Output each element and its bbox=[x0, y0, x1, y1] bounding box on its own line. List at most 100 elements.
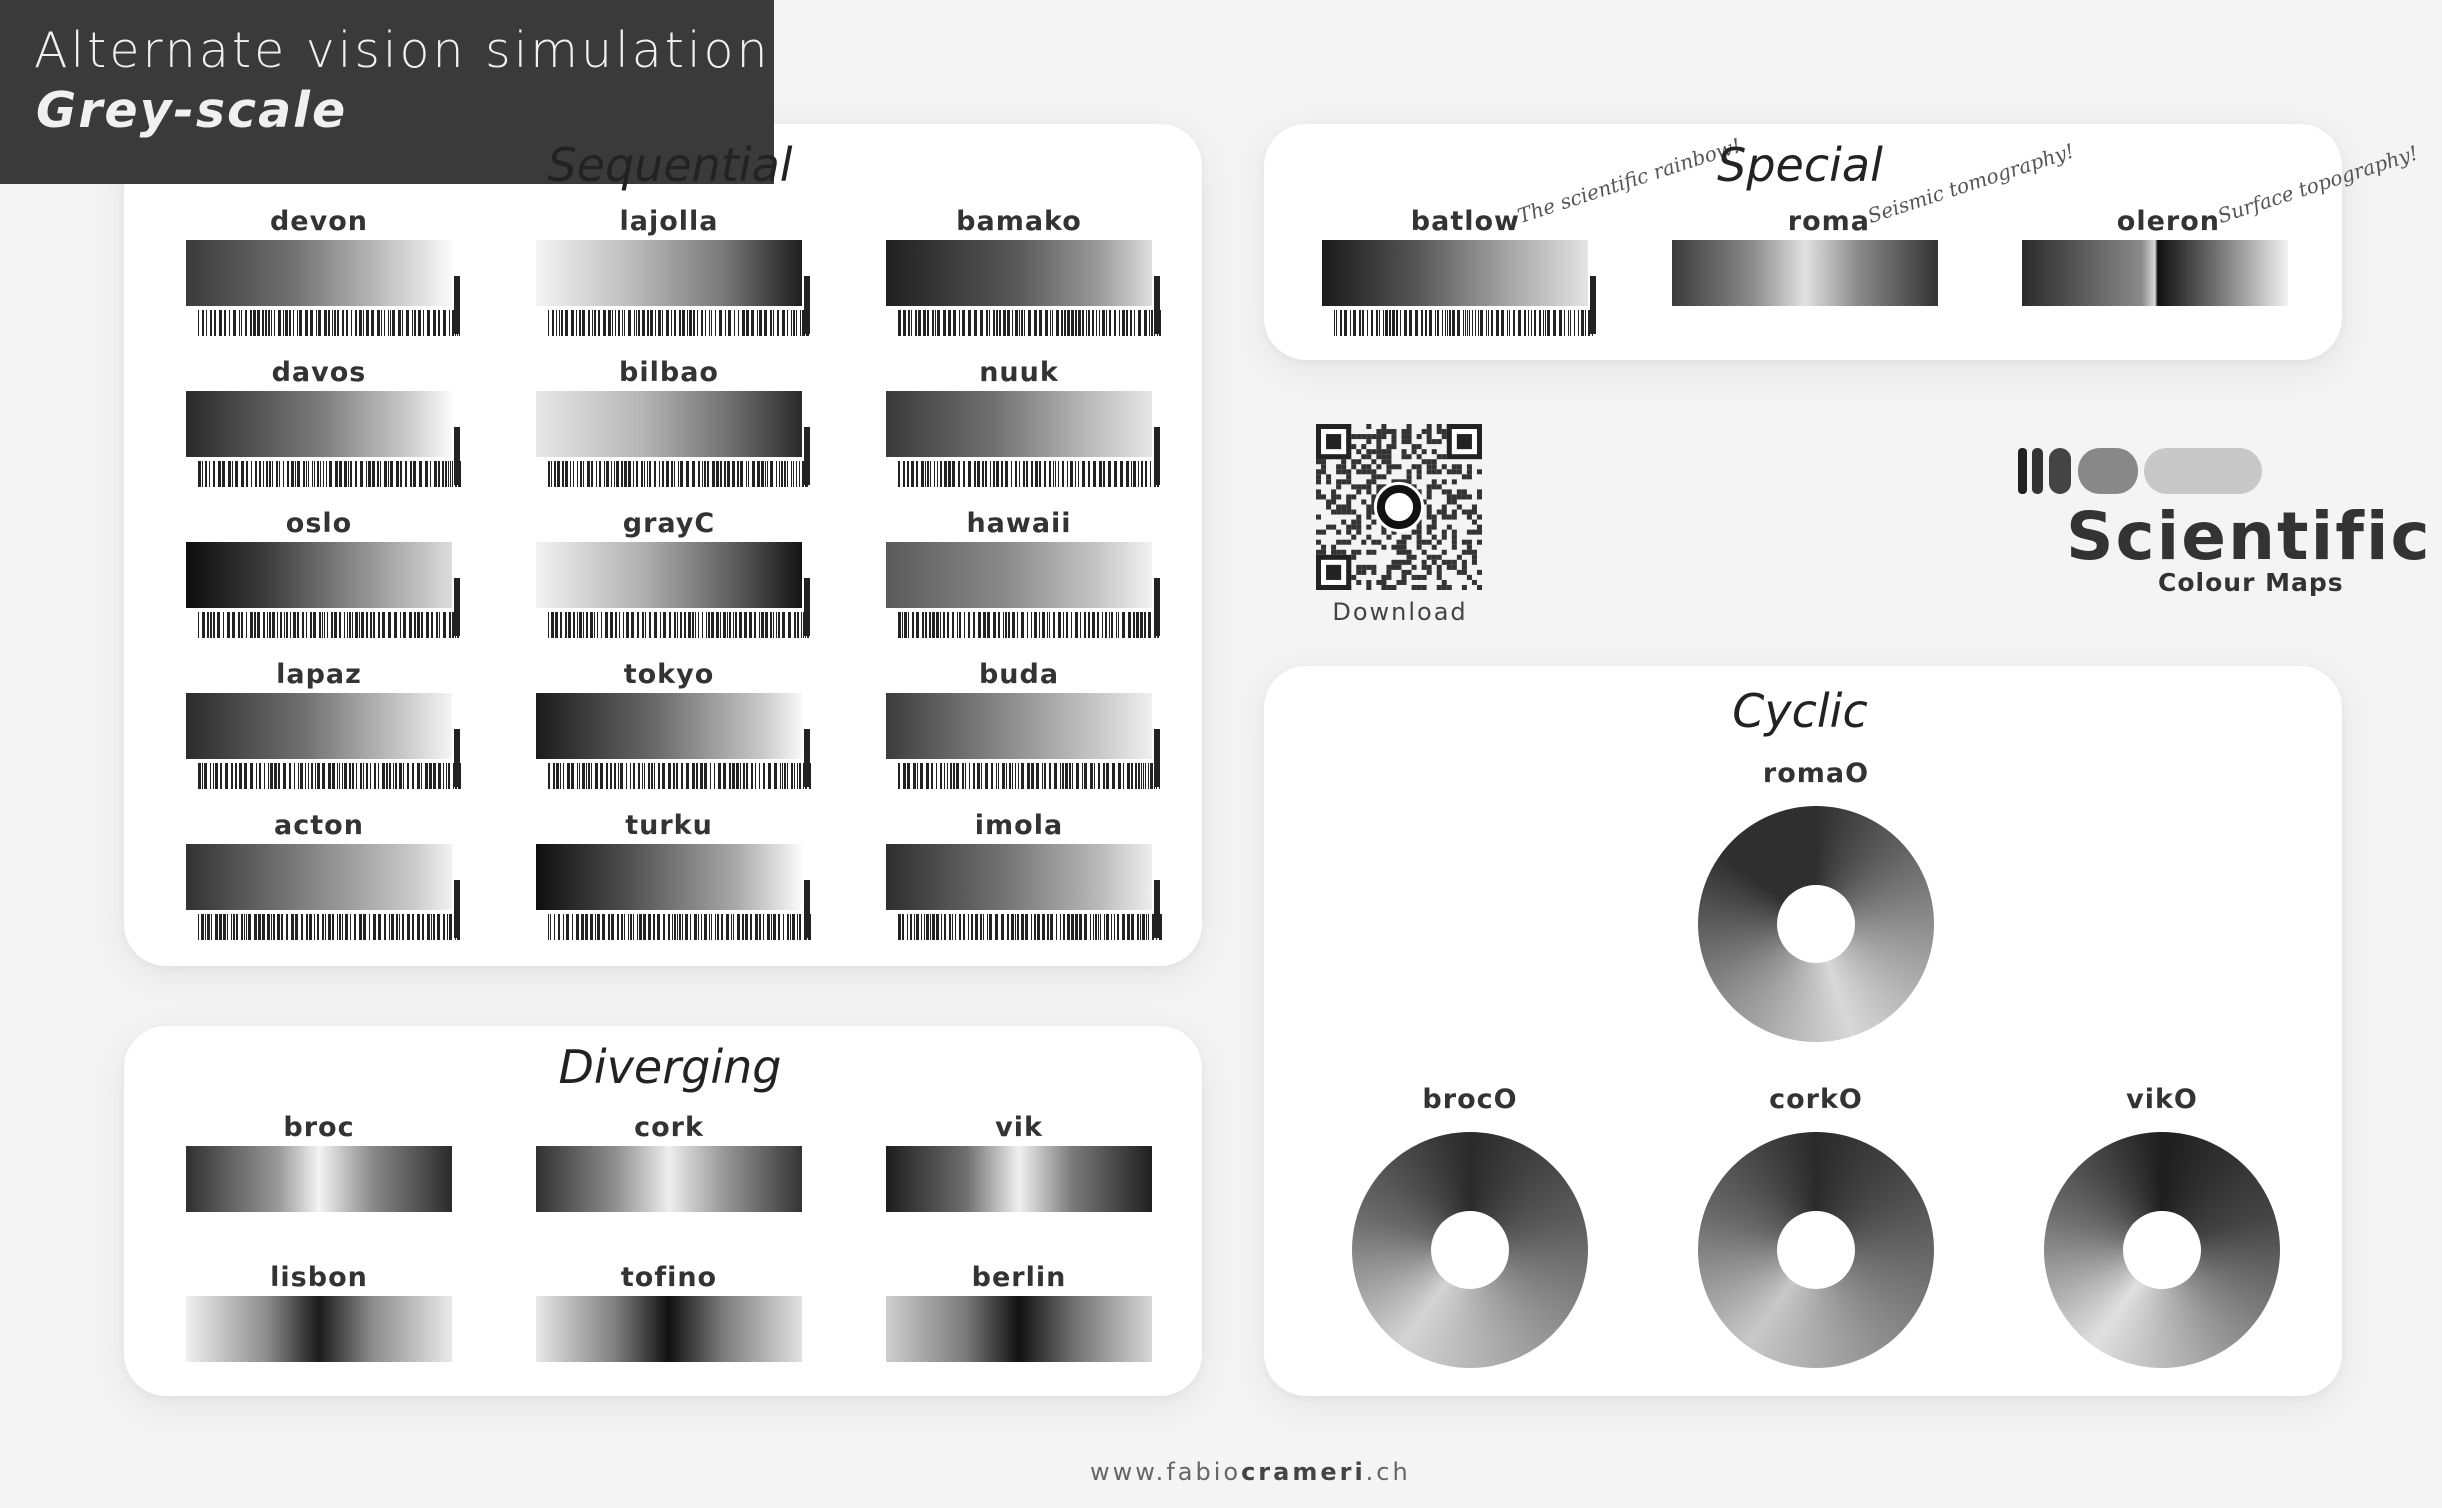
colormap-bar-edge bbox=[804, 427, 810, 485]
colormap-barcode bbox=[198, 612, 459, 638]
logo-subtitle: Colour Maps bbox=[2158, 568, 2344, 597]
colormap-barcode bbox=[1334, 310, 1593, 336]
colormap-label: lapaz bbox=[276, 659, 362, 690]
colormap-bar bbox=[536, 542, 802, 608]
colormap-barcode bbox=[548, 461, 808, 487]
colormap-bar-edge bbox=[804, 578, 810, 636]
colormap-label: buda bbox=[978, 659, 1060, 690]
colormap-label: turku bbox=[625, 810, 713, 841]
diverging-heading: Diverging bbox=[558, 1040, 782, 1094]
cyclic-heading: Cyclic bbox=[1732, 684, 1868, 738]
footer-website-link[interactable]: www.fabiocrameri.ch bbox=[1090, 1458, 1411, 1486]
scientific-colour-maps-logo-icon bbox=[2018, 448, 2262, 494]
colormap-bar bbox=[186, 542, 452, 608]
colormap-bar-edge bbox=[454, 578, 460, 636]
colormap-label: vikO bbox=[2126, 1084, 2198, 1115]
colormap-barcode bbox=[898, 763, 1160, 789]
colormap-label: tokyo bbox=[623, 659, 715, 690]
colormap-barcode bbox=[198, 310, 460, 336]
colormap-bar bbox=[536, 844, 802, 910]
colormap-label: roma bbox=[1787, 206, 1870, 237]
colormap-label: oleron bbox=[2116, 206, 2220, 237]
colormap-barcode bbox=[898, 914, 1162, 940]
cyclic-ring-hole bbox=[2123, 1211, 2201, 1289]
sequential-heading: Sequential bbox=[547, 138, 793, 192]
cyclic-ring bbox=[1698, 1132, 1934, 1368]
colormap-bar bbox=[186, 693, 452, 759]
colormap-label: devon bbox=[269, 206, 368, 237]
colormap-bar-edge bbox=[454, 427, 460, 485]
colormap-bar bbox=[886, 240, 1152, 306]
colormap-label: bilbao bbox=[619, 357, 719, 388]
cyclic-ring-hole bbox=[1431, 1211, 1509, 1289]
colormap-bar bbox=[886, 1296, 1152, 1362]
colormap-bar bbox=[186, 391, 452, 457]
colormap-barcode bbox=[198, 461, 461, 487]
cyclic-ring bbox=[1698, 806, 1934, 1042]
colormap-label: romaO bbox=[1762, 758, 1870, 789]
colormap-bar-edge bbox=[1154, 578, 1160, 636]
colormap-label: brocO bbox=[1422, 1084, 1518, 1115]
colormap-barcode bbox=[898, 310, 1161, 336]
colormap-bar bbox=[186, 240, 452, 306]
footer-pre: www.fabio bbox=[1090, 1458, 1242, 1486]
colormap-label: lajolla bbox=[619, 206, 719, 237]
colormap-bar-edge bbox=[454, 729, 460, 787]
colormap-bar bbox=[1672, 240, 1938, 306]
colormap-bar bbox=[536, 693, 802, 759]
colormap-label: batlow bbox=[1410, 206, 1520, 237]
colormap-barcode bbox=[548, 914, 811, 940]
colormap-bar-edge bbox=[804, 880, 810, 938]
colormap-label: acton bbox=[274, 810, 364, 841]
colormap-bar-edge bbox=[804, 276, 810, 334]
colormap-barcode bbox=[898, 612, 1159, 638]
qr-download-label[interactable]: Download bbox=[1332, 598, 1468, 626]
colormap-label: hawaii bbox=[966, 508, 1072, 539]
title-banner: Alternate vision simulation Grey-scale bbox=[0, 0, 774, 184]
cyclic-ring bbox=[2044, 1132, 2280, 1368]
colormap-bar-edge bbox=[804, 729, 810, 787]
colormap-bar-edge bbox=[1154, 880, 1160, 938]
logo-title: Scientific bbox=[2066, 498, 2432, 575]
colormap-bar bbox=[186, 1146, 452, 1212]
cyclic-ring-hole bbox=[1777, 885, 1855, 963]
colormap-label: grayC bbox=[622, 508, 716, 539]
colormap-label: lisbon bbox=[270, 1262, 368, 1293]
colormap-label: broc bbox=[283, 1112, 355, 1143]
special-heading: Special bbox=[1717, 138, 1883, 192]
colormap-bar-edge bbox=[454, 880, 460, 938]
colormap-bar-edge bbox=[1154, 427, 1160, 485]
colormap-label: oslo bbox=[285, 508, 353, 539]
colormap-bar-edge bbox=[1590, 276, 1596, 334]
colormap-bar bbox=[886, 391, 1152, 457]
colormap-label: tofino bbox=[620, 1262, 718, 1293]
colormap-bar bbox=[886, 844, 1152, 910]
colormap-barcode bbox=[548, 612, 809, 638]
colormap-bar bbox=[2022, 240, 2288, 306]
colormap-bar bbox=[1322, 240, 1588, 306]
colormap-label: corkO bbox=[1769, 1084, 1863, 1115]
colormap-barcode bbox=[198, 914, 460, 940]
cyclic-ring bbox=[1352, 1132, 1588, 1368]
colormap-barcode bbox=[898, 461, 1159, 487]
colormap-barcode bbox=[548, 763, 811, 789]
footer-bold: crameri bbox=[1241, 1458, 1366, 1486]
colormap-bar bbox=[536, 240, 802, 306]
colormap-bar bbox=[536, 391, 802, 457]
colormap-bar bbox=[886, 542, 1152, 608]
colormap-barcode bbox=[198, 763, 461, 789]
title-line-2: Grey-scale bbox=[36, 82, 348, 139]
colormap-barcode bbox=[548, 310, 809, 336]
colormap-bar-edge bbox=[454, 276, 460, 334]
colormap-label: vik bbox=[995, 1112, 1043, 1143]
colormap-label: cork bbox=[634, 1112, 704, 1143]
colormap-bar bbox=[186, 1296, 452, 1362]
colormap-bar-edge bbox=[1154, 729, 1160, 787]
colormap-label: bamako bbox=[956, 206, 1082, 237]
colormap-bar-edge bbox=[1154, 276, 1160, 334]
title-line-1: Alternate vision simulation bbox=[34, 22, 771, 79]
footer-post: .ch bbox=[1365, 1458, 1411, 1486]
qr-code-icon[interactable] bbox=[1316, 424, 1482, 590]
colormap-label: imola bbox=[974, 810, 1064, 841]
colormap-bar bbox=[536, 1296, 802, 1362]
